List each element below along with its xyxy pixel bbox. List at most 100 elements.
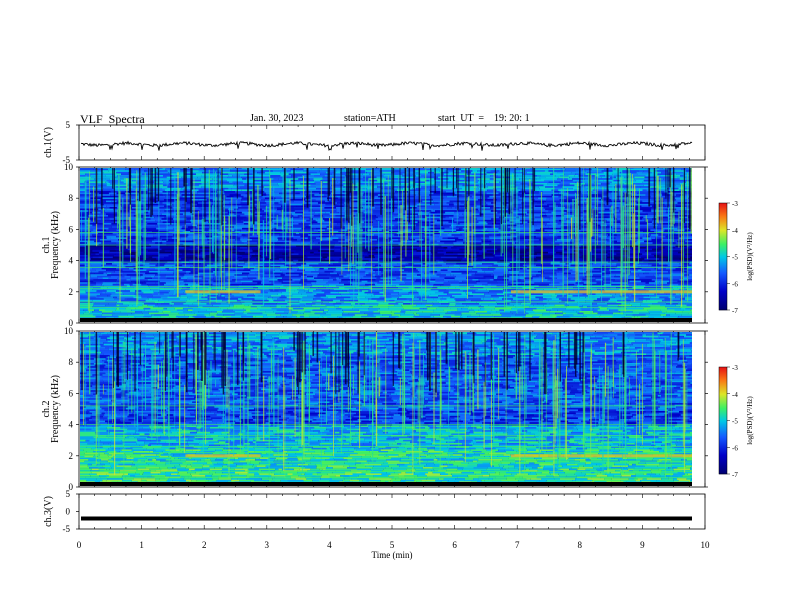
ch1-spectrogram-cell <box>557 248 565 251</box>
ch1-spectrogram-cell <box>365 272 369 275</box>
ch1-spectrogram-cell <box>311 247 329 249</box>
ch1-spectrogram-cell <box>417 205 426 208</box>
ch1-spectrogram-cell <box>164 287 176 289</box>
ch1-spectrogram-cell <box>551 189 558 192</box>
ch1-spectrogram-cell <box>144 280 160 283</box>
ch1-spectrogram-cell <box>441 187 452 190</box>
ch1-spectrogram-cell <box>362 205 371 208</box>
ch1-spectrogram-cell <box>157 173 171 176</box>
ch1-spectrogram-cell <box>287 258 298 260</box>
ch1-spectrogram-cell <box>608 239 623 241</box>
ch1-spectrogram-cell <box>477 258 489 260</box>
ch1-spectrogram-cell <box>286 191 292 193</box>
ch1-spectrogram-cell <box>235 171 250 174</box>
ch1-spectrogram-cell <box>395 251 403 254</box>
ch1-spectrogram-cell <box>459 205 468 208</box>
ch1-spectrogram-cell <box>424 253 433 256</box>
ch1-spectrogram-cell <box>563 274 580 276</box>
ch1-spectrogram-cell <box>322 256 327 259</box>
ch1-spectrogram-cell <box>537 259 555 262</box>
ch1-spectrogram-cell <box>80 221 94 224</box>
ch1-spectrogram-cell <box>361 277 377 280</box>
ch1-spectrogram-cell <box>163 258 178 260</box>
ch1-spectrogram-cell <box>306 171 317 174</box>
ch1-spectrogram-cell <box>317 274 327 276</box>
ch1-spectrogram-cell <box>600 231 614 233</box>
ch1-spectrogram-cell <box>601 197 610 200</box>
ch1-spectrogram-cell <box>161 271 174 273</box>
ch1-spectrogram-cell <box>474 207 481 209</box>
ch1-spectrogram-cell <box>270 264 285 267</box>
ch1-spectrogram-cell <box>409 237 414 240</box>
ch1-spectrogram-cell <box>145 272 158 275</box>
ch1-spectrogram-cell <box>643 234 647 236</box>
ch1-spectrogram-cell <box>411 245 427 248</box>
ch1-spectrogram-cell <box>106 208 114 211</box>
ch1-spectrogram-cell <box>288 202 303 204</box>
ch1-spectrogram-cell <box>622 200 626 203</box>
ch1-spectrogram-cell <box>634 207 651 209</box>
ch1-spectrogram-cell <box>612 247 618 249</box>
ch1-spectrogram-cell <box>495 221 506 224</box>
ch1-spectrogram-cell <box>335 277 339 280</box>
ch1-spectrogram-cell <box>416 207 431 209</box>
ch1-spectrogram-cell <box>328 267 332 270</box>
ch1-spectrogram-cell <box>638 170 644 172</box>
ch1-spectrogram-cell <box>241 255 249 257</box>
ch1-spectrogram-cell <box>217 194 230 196</box>
ch1-spectrogram-cell <box>332 287 339 289</box>
ch1-spectrogram-cell <box>425 240 437 243</box>
ch1-spectrogram-cell <box>124 283 130 286</box>
ch1-spectrogram-cell <box>135 187 148 190</box>
ch1-spectrogram-cell <box>652 242 664 244</box>
ch1-spectrogram-cell <box>390 234 395 236</box>
ch1-spectrogram-cell <box>294 280 300 283</box>
ch1-spectrogram-cell <box>482 247 493 249</box>
ch1-spectrogram-cell <box>513 282 522 284</box>
ch1-spectrogram-cells <box>80 168 692 322</box>
ch1-spectrogram-cell <box>554 191 560 193</box>
ch1-spectrogram-cell <box>607 235 622 238</box>
ch1-spectrogram-cell <box>136 271 149 273</box>
ch1-spectrogram-cell <box>471 269 483 272</box>
ch1-spectrogram-cell <box>233 269 243 272</box>
ch1-spectrogram-cell <box>80 178 95 180</box>
ch1-spectrogram-cell <box>100 287 108 289</box>
ch1-spectrogram-cell <box>397 215 404 217</box>
ch1-spectrogram-cell <box>107 287 123 289</box>
ch1-spectrogram-cell <box>630 173 638 176</box>
ch1-spectrogram-cell <box>115 267 129 270</box>
ch1-spectrogram-cell <box>389 229 397 232</box>
ch1-spectrogram-cell <box>615 168 631 171</box>
ch1-spectrogram-cell <box>557 178 568 180</box>
ch1-spectrogram-cell <box>486 171 498 174</box>
ch1-spectrogram-cell <box>103 272 107 275</box>
ch1-spectrogram-cell <box>436 240 441 243</box>
ch1-spectrogram-cell <box>462 227 470 230</box>
ch1-spectrogram-cell <box>363 287 372 289</box>
ch1-spectrogram-cell <box>309 245 322 248</box>
ch1-spectrogram-cell <box>613 231 628 233</box>
ch1-spectrogram-cell <box>436 189 443 192</box>
ch1-spectrogram-cell <box>588 200 604 203</box>
ch1-spectrogram-cell <box>290 277 307 280</box>
ch1-spectrogram-cell <box>550 173 554 176</box>
ch1-spectrogram-cell <box>392 259 401 262</box>
ch1-spectrogram-cell <box>291 266 298 268</box>
ch1-spectrogram-cell <box>228 227 243 230</box>
ch1-spectrogram-cell <box>80 195 96 198</box>
ch1-spectrogram-cell <box>272 170 285 172</box>
ch1-spectrogram-cell <box>415 170 432 172</box>
ch1-spectrogram-cell <box>440 269 448 272</box>
ch1-spectrogram-cell <box>479 200 485 203</box>
ch1-spectrogram-cell <box>565 207 572 209</box>
ch1-spectrogram-cell <box>478 245 495 248</box>
ch1-spectrogram-cell <box>250 183 262 185</box>
ch1-spectrogram-cell <box>661 202 673 204</box>
ch1-spectrogram-cell <box>367 240 372 243</box>
ch1-spectrogram-cell <box>446 263 457 265</box>
ch1-spectrogram-cell <box>192 224 198 227</box>
ch1-spectrogram-cell <box>660 179 668 182</box>
ch1-spectrogram-cell <box>548 170 565 172</box>
ch1-spectrogram-cell <box>369 207 376 209</box>
